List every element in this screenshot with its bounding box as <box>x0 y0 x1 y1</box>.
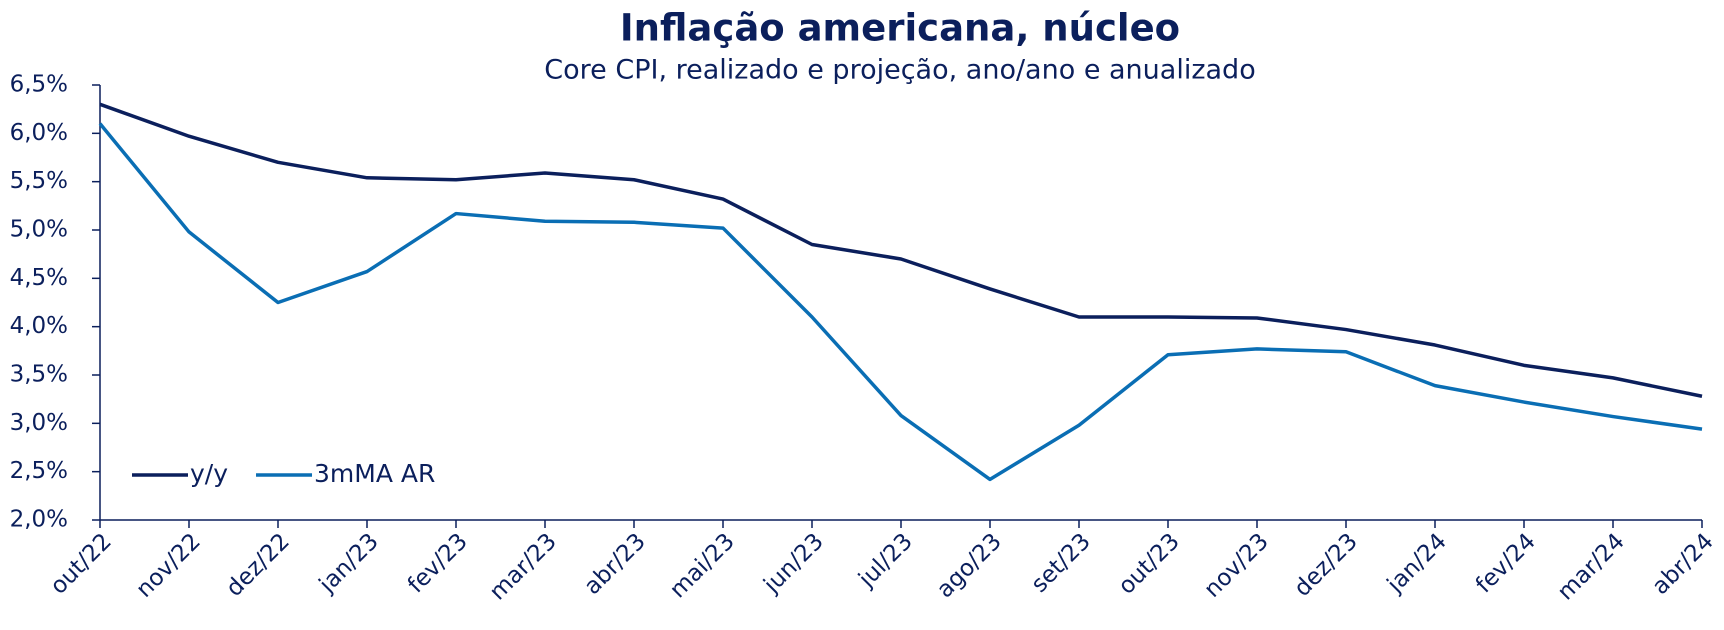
y-tick-label: 5,5% <box>10 168 68 194</box>
x-tick-label: out/23 <box>1114 528 1185 599</box>
y-tick-label: 6,0% <box>10 120 68 146</box>
x-tick-label: abr/23 <box>579 528 651 600</box>
y-tick-label: 2,0% <box>10 507 68 533</box>
legend-label: 3mMA AR <box>314 459 435 488</box>
x-tick-label: jul/23 <box>853 528 918 593</box>
x-tick-label: jun/23 <box>758 528 828 598</box>
x-tick-label: dez/23 <box>1289 528 1362 601</box>
y-tick-label: 5,0% <box>10 217 68 243</box>
x-tick-label: abr/24 <box>1647 528 1719 600</box>
y-tick-label: 6,5% <box>10 72 68 98</box>
x-tick-label: jan/24 <box>1382 528 1452 598</box>
x-tick-label: mai/23 <box>665 528 740 603</box>
x-tick-label: mar/23 <box>485 528 562 605</box>
series-line <box>99 102 1703 398</box>
x-tick-label: set/23 <box>1026 528 1095 597</box>
x-tick-label: jan/23 <box>314 528 384 598</box>
x-tick-label: fev/23 <box>403 528 473 598</box>
y-tick-label: 4,5% <box>10 265 68 291</box>
x-tick-label: dez/22 <box>221 528 294 601</box>
series-line <box>98 122 1703 482</box>
x-tick-label: ago/23 <box>932 528 1007 603</box>
y-tick-label: 3,0% <box>10 410 68 436</box>
x-tick-label: out/22 <box>46 528 117 599</box>
x-tick-label: fev/24 <box>1471 528 1541 598</box>
legend-label: y/y <box>190 459 228 488</box>
chart-title: Inflação americana, núcleo <box>620 7 1180 50</box>
x-tick-label: nov/22 <box>131 528 205 602</box>
y-tick-label: 3,5% <box>10 362 68 388</box>
y-tick-label: 4,0% <box>10 313 68 339</box>
x-tick-label: nov/23 <box>1199 528 1273 602</box>
x-tick-label: mar/24 <box>1553 528 1630 605</box>
chart-subtitle: Core CPI, realizado e projeção, ano/ano … <box>544 55 1255 86</box>
y-tick-label: 2,5% <box>10 458 68 484</box>
